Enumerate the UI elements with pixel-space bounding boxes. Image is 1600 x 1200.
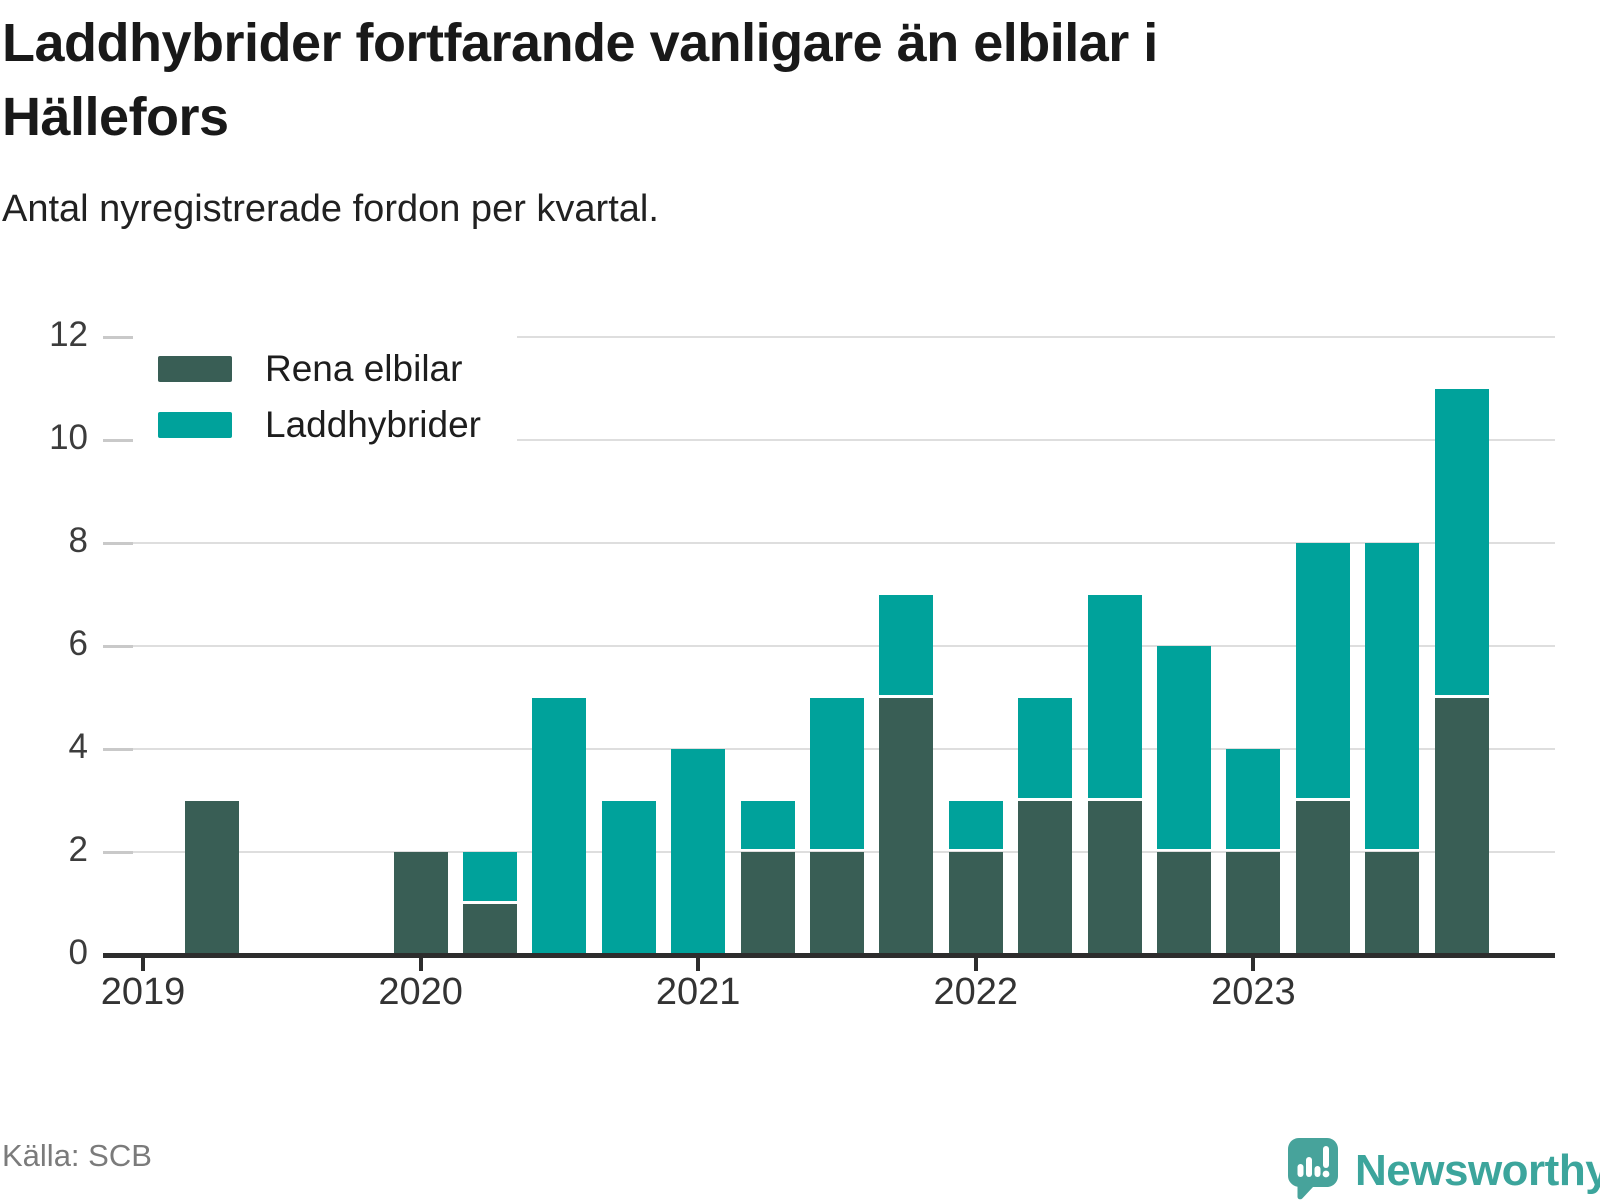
y-axis-label-4: 4 (68, 727, 88, 766)
gridline-y-8 (103, 542, 1555, 544)
legend: Rena elbilar Laddhybrider (133, 336, 517, 486)
logo-exclamation-stem (1323, 1146, 1329, 1168)
y-tick-2 (103, 850, 133, 854)
x-tick-2019 (141, 958, 145, 971)
x-axis-label-2023: 2023 (1211, 971, 1296, 1013)
y-axis-label-8: 8 (68, 521, 88, 560)
bar-segment-laddhybrider-2021-Q4 (879, 594, 934, 695)
bar-segment-rena-elbilar-2022-Q4 (1157, 852, 1211, 955)
bar-segment-rena-elbilar-2023-Q4 (1434, 697, 1489, 955)
x-axis-line (103, 953, 1555, 958)
newsworthy-icon (1288, 1138, 1338, 1200)
bar-segment-rena-elbilar-2019-Q2 (185, 800, 240, 955)
bar-segment-rena-elbilar-2023-Q2 (1295, 800, 1350, 955)
bar-segment-rena-elbilar-2023-Q3 (1365, 852, 1420, 955)
bar-segment-laddhybrider-2022-Q1 (948, 800, 1003, 849)
bar-segment-laddhybrider-2021-Q1 (671, 749, 726, 955)
bar-segment-laddhybrider-2021-Q2 (740, 800, 795, 849)
x-axis-label-2019: 2019 (100, 971, 186, 1013)
bar-segment-laddhybrider-2022-Q3 (1087, 594, 1142, 798)
bar-segment-rena-elbilar-2023-Q1 (1226, 852, 1281, 955)
gridline-y-10 (103, 439, 1555, 441)
logo-bar-2 (1306, 1157, 1312, 1177)
y-tick-6 (103, 644, 133, 648)
x-axis-label-2020: 2020 (378, 971, 463, 1013)
bar-segment-laddhybrider-2021-Q3 (810, 697, 864, 849)
x-axis-label-2022: 2022 (933, 971, 1019, 1013)
chart-subtitle: Antal nyregistrerade fordon per kvartal. (2, 188, 659, 230)
logo-bar-1 (1297, 1164, 1304, 1177)
legend-swatch-laddhybrider (158, 412, 232, 438)
bar-segment-rena-elbilar-2022-Q3 (1087, 800, 1142, 955)
bar-segment-laddhybrider-2023-Q1 (1226, 749, 1281, 849)
bar-segment-laddhybrider-2023-Q4 (1434, 388, 1489, 695)
logo-bar-3 (1314, 1166, 1321, 1177)
bar-segment-laddhybrider-2023-Q3 (1365, 543, 1420, 849)
y-axis-label-6: 6 (68, 624, 88, 663)
title-line-2: Hällefors (2, 87, 229, 147)
y-tick-8 (103, 541, 133, 545)
y-axis-label-0: 0 (68, 933, 88, 972)
legend-item-rena-elbilar: Rena elbilar (158, 348, 463, 389)
y-axis-label-10: 10 (49, 418, 88, 457)
x-axis-label-2021: 2021 (655, 971, 741, 1013)
bar-segment-rena-elbilar-2022-Q1 (948, 852, 1003, 955)
title-line-1: Laddhybrider fortfarande vanligare än el… (2, 13, 1158, 73)
bar-segment-rena-elbilar-2021-Q2 (740, 852, 795, 955)
y-axis-label-2: 2 (68, 830, 88, 869)
y-tick-4 (103, 747, 133, 751)
x-tick-2020 (418, 958, 423, 971)
bar-segment-laddhybrider-2023-Q2 (1295, 543, 1350, 798)
newsworthy-wordmark: Newsworthy (1355, 1146, 1600, 1195)
page-title: Laddhybrider fortfarande vanligare än el… (2, 6, 1562, 154)
legend-label-rena-elbilar: Rena elbilar (265, 348, 463, 389)
legend-label-laddhybrider: Laddhybrider (265, 404, 481, 445)
y-tick-12 (103, 335, 133, 339)
bar-segment-rena-elbilar-2020-Q1 (393, 852, 448, 955)
gridline-y-6 (103, 645, 1555, 647)
x-tick-2021 (696, 958, 701, 971)
bar-segment-rena-elbilar-2020-Q2 (463, 903, 517, 955)
legend-item-laddhybrider: Laddhybrider (158, 404, 481, 445)
bar-segment-rena-elbilar-2021-Q4 (879, 697, 934, 955)
bar-segment-laddhybrider-2020-Q3 (532, 697, 587, 955)
bar-segment-laddhybrider-2022-Q2 (1018, 697, 1073, 798)
source-note: Källa: SCB (2, 1138, 152, 1173)
newsworthy-logo: Newsworthy (1288, 1138, 1600, 1200)
gridline-y-12 (103, 336, 1555, 338)
plot-area (103, 335, 1555, 955)
y-axis-label-12: 12 (49, 315, 88, 354)
bar-segment-rena-elbilar-2022-Q2 (1018, 800, 1073, 955)
bar-segment-laddhybrider-2020-Q4 (601, 800, 656, 955)
bar-segment-rena-elbilar-2021-Q3 (810, 852, 864, 955)
logo-exclamation-dot (1322, 1170, 1330, 1178)
bar-segment-laddhybrider-2020-Q2 (463, 852, 517, 901)
legend-swatch-rena-elbilar (158, 356, 232, 382)
bar-segment-laddhybrider-2022-Q4 (1157, 646, 1211, 849)
x-tick-2022 (973, 958, 978, 971)
x-tick-2023 (1251, 958, 1256, 971)
y-tick-10 (103, 438, 133, 442)
